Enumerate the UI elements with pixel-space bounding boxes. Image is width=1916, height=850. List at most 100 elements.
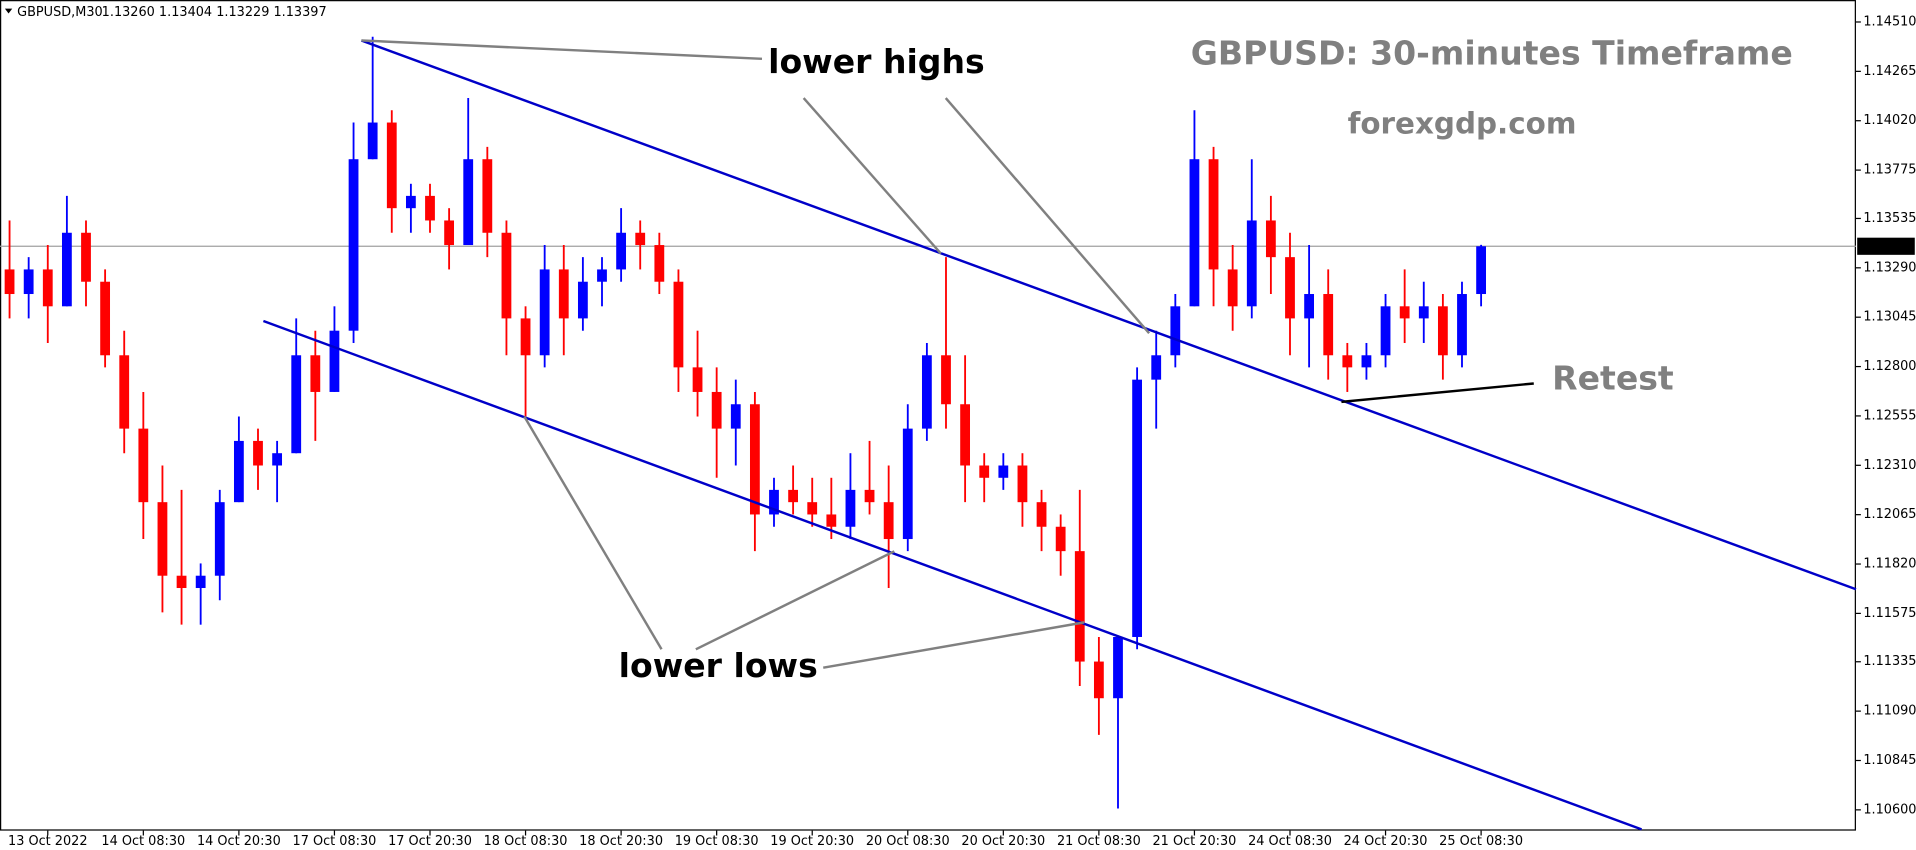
x-tick-label: 21 Oct 08:30 bbox=[1057, 834, 1141, 849]
candle-body bbox=[979, 465, 990, 478]
candle-body bbox=[463, 159, 474, 246]
y-tick-label: 1.10600 bbox=[1863, 802, 1916, 817]
candle-body bbox=[730, 404, 741, 429]
candle-body bbox=[444, 220, 455, 246]
candle-body bbox=[1113, 636, 1123, 699]
candle-body bbox=[1399, 306, 1410, 319]
chart-title: GBPUSD: 30-minutes Timeframe bbox=[1191, 34, 1793, 73]
candle-body bbox=[635, 232, 646, 246]
candle-body bbox=[1285, 257, 1295, 319]
candle-body bbox=[1074, 551, 1085, 662]
candle-body bbox=[845, 489, 856, 527]
x-tick-label: 20 Oct 20:30 bbox=[961, 834, 1045, 849]
candle-body bbox=[1380, 306, 1391, 356]
channel-upper bbox=[360, 39, 1857, 591]
candle-body bbox=[1151, 355, 1162, 380]
candle-body bbox=[597, 269, 607, 282]
candle-body bbox=[864, 489, 875, 503]
candle-body bbox=[329, 330, 340, 392]
candle-body bbox=[692, 367, 703, 392]
candle-body bbox=[1361, 355, 1372, 368]
annotation: Retest bbox=[1552, 358, 1674, 397]
pointer bbox=[823, 621, 1085, 669]
candle-body bbox=[119, 355, 130, 429]
x-tick-label: 21 Oct 20:30 bbox=[1153, 834, 1237, 849]
candle-body bbox=[1093, 661, 1104, 699]
x-tick-label: 14 Oct 20:30 bbox=[197, 834, 281, 849]
current-price-label: 1.13397 bbox=[1862, 239, 1915, 254]
y-tick-label: 1.11335 bbox=[1863, 654, 1916, 669]
y-tick-label: 1.11575 bbox=[1863, 606, 1916, 621]
pointer bbox=[695, 550, 895, 651]
symbol: GBPUSD,M30 bbox=[17, 5, 103, 20]
candle-body bbox=[1437, 306, 1448, 356]
candle-body bbox=[1017, 465, 1028, 503]
candle-body bbox=[23, 269, 34, 295]
candle-body bbox=[1170, 306, 1181, 356]
y-tick-label: 1.13535 bbox=[1863, 211, 1916, 226]
candle-body bbox=[1476, 246, 1487, 295]
candle-body bbox=[348, 159, 359, 331]
candle-body bbox=[1323, 294, 1334, 356]
candle-body bbox=[81, 232, 91, 282]
candle-body bbox=[176, 575, 187, 589]
candle-body bbox=[310, 355, 321, 392]
candle-body bbox=[826, 514, 837, 527]
candle-body bbox=[233, 440, 244, 503]
annotation: lower lows bbox=[619, 646, 818, 685]
chart-subtitle: forexgdp.com bbox=[1348, 106, 1577, 140]
candle-body bbox=[100, 281, 111, 356]
x-tick-label: 14 Oct 08:30 bbox=[101, 834, 185, 849]
candle-body bbox=[558, 269, 569, 319]
candle-body bbox=[1036, 502, 1047, 527]
candle-body bbox=[616, 232, 627, 270]
x-tick-label: 24 Oct 20:30 bbox=[1344, 834, 1428, 849]
candle-body bbox=[520, 318, 531, 356]
candle-body bbox=[4, 269, 15, 295]
drawings: lower highs lower lows Retest GBPUSD: 30… bbox=[262, 34, 1857, 831]
candle-body bbox=[386, 122, 397, 209]
candle-body bbox=[654, 245, 665, 282]
candle-body bbox=[1246, 220, 1257, 307]
y-tick-label: 1.11820 bbox=[1863, 557, 1916, 572]
candle-body bbox=[921, 355, 932, 429]
candle-body bbox=[42, 269, 53, 307]
x-tick-label: 19 Oct 20:30 bbox=[770, 834, 854, 849]
y-tick-label: 1.14265 bbox=[1863, 64, 1916, 79]
y-tick-label: 1.14020 bbox=[1863, 113, 1916, 128]
annotation: lower highs bbox=[768, 42, 985, 81]
candle-body bbox=[1457, 294, 1467, 356]
candle-body bbox=[539, 269, 550, 356]
x-tick-label: 25 Oct 08:30 bbox=[1439, 834, 1523, 849]
candle-body bbox=[788, 489, 799, 503]
candle-body bbox=[1342, 355, 1353, 368]
candle-body bbox=[1418, 306, 1429, 319]
y-tick-label: 1.12065 bbox=[1863, 507, 1916, 522]
candle-body bbox=[1208, 159, 1219, 270]
candle-body bbox=[272, 453, 283, 466]
candle-body bbox=[157, 502, 168, 576]
candle-body bbox=[1189, 159, 1200, 307]
candle-body bbox=[501, 232, 512, 319]
candle-body bbox=[998, 465, 1009, 478]
plot-area bbox=[0, 36, 1856, 809]
x-tick-label: 17 Oct 20:30 bbox=[388, 834, 472, 849]
candle-body bbox=[673, 281, 684, 368]
quote: 1.13260 1.13404 1.13229 1.13397 bbox=[102, 5, 327, 20]
pointer bbox=[523, 415, 663, 650]
channel-lower bbox=[262, 319, 1643, 831]
candle-body bbox=[577, 281, 588, 319]
x-tick-label: 18 Oct 20:30 bbox=[579, 834, 663, 849]
menu-icon[interactable] bbox=[4, 8, 13, 14]
candle-body bbox=[902, 428, 913, 540]
x-tick-label: 18 Oct 08:30 bbox=[484, 834, 568, 849]
x-tick-label: 13 Oct 2022 bbox=[8, 834, 88, 849]
candle-body bbox=[941, 355, 951, 405]
candle-body bbox=[1055, 526, 1066, 552]
candle-body bbox=[711, 391, 722, 429]
candle-body bbox=[807, 502, 818, 515]
candle-body bbox=[291, 355, 302, 454]
pointer bbox=[361, 39, 763, 61]
